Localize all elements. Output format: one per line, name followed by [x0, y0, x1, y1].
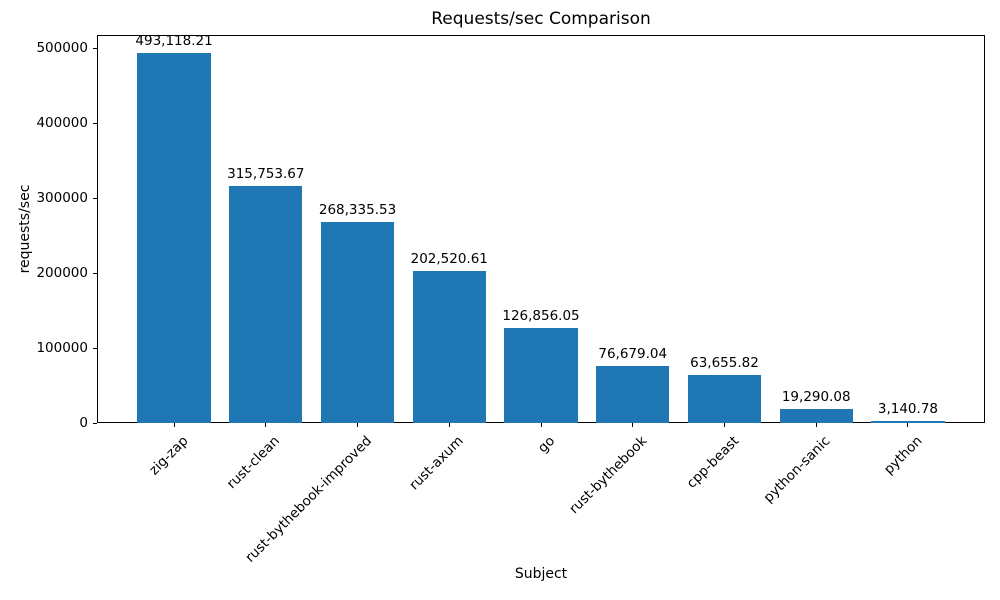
bar-value-label: 493,118.21: [135, 33, 213, 50]
x-tick-label: go: [535, 433, 559, 457]
x-tick-mark: [815, 423, 817, 427]
y-tick-label: 400000: [36, 115, 88, 132]
bar: [504, 327, 578, 423]
y-tick-mark: [93, 122, 97, 124]
x-tick-mark: [448, 423, 450, 427]
x-tick-mark: [173, 423, 175, 427]
bar: [229, 186, 303, 423]
bar-value-label: 126,856.05: [502, 307, 580, 324]
bar-value-label: 202,520.61: [410, 251, 488, 268]
chart-title: Requests/sec Comparison: [431, 9, 651, 29]
y-tick-mark: [93, 272, 97, 274]
x-tick-label: python: [880, 433, 926, 478]
y-tick-label: 0: [79, 415, 88, 431]
x-tick-label: rust-axum: [406, 433, 467, 494]
x-tick-mark: [907, 423, 909, 427]
y-tick-mark: [93, 47, 97, 49]
bar: [779, 408, 853, 423]
x-tick-mark: [540, 423, 542, 427]
y-tick-label: 100000: [36, 340, 88, 357]
x-axis-label: Subject: [514, 566, 568, 582]
x-tick-label: zig-zap: [145, 433, 192, 479]
bar: [596, 365, 670, 423]
y-tick-label: 500000: [36, 40, 88, 57]
x-tick-mark: [723, 423, 725, 427]
y-tick-mark: [93, 422, 97, 424]
bar: [137, 53, 211, 423]
x-tick-mark: [632, 423, 634, 427]
bar-value-label: 3,140.78: [877, 400, 938, 417]
x-tick-label: rust-bythebook: [565, 433, 651, 518]
x-tick-label: cpp-beast: [683, 433, 742, 492]
x-tick-mark: [265, 423, 267, 427]
bar-value-label: 63,655.82: [690, 355, 759, 372]
bar-value-label: 76,679.04: [598, 345, 668, 362]
bar: [871, 420, 945, 423]
bar-value-label: 315,753.67: [227, 166, 305, 183]
x-tick-mark: [357, 423, 359, 427]
bar-value-label: 268,335.53: [318, 201, 397, 218]
bar: [687, 375, 762, 423]
bar-value-label: 19,290.08: [781, 388, 851, 405]
bar: [320, 221, 395, 423]
x-tick-label: rust-clean: [223, 433, 284, 493]
y-tick-mark: [93, 197, 97, 199]
bar: [412, 271, 486, 423]
y-tick-mark: [93, 347, 97, 349]
y-tick-label: 200000: [36, 265, 88, 282]
y-tick-label: 300000: [36, 190, 88, 207]
x-tick-label: python-sanic: [760, 433, 834, 506]
